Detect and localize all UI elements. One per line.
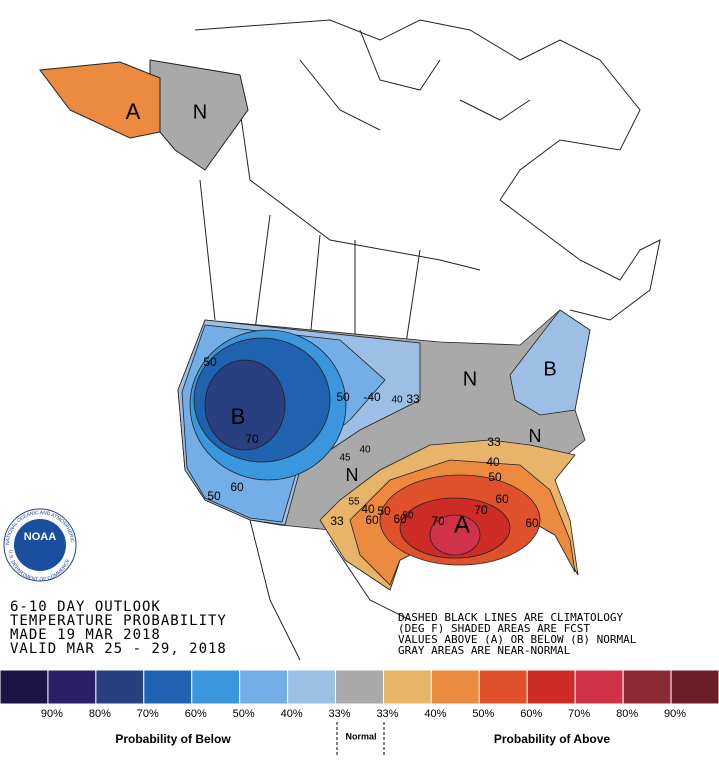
map-label: 60 — [365, 513, 379, 527]
legend-label: 50% — [233, 708, 255, 720]
outlook-line: MADE 19 MAR 2018 — [10, 627, 161, 643]
legend: 90% 80% 70% 60% 50% 40% 33% 33% 40% 50% 60% 70% 80% 9… — [0, 669, 719, 720]
legend-swatch — [239, 669, 289, 705]
coast — [199, 179, 216, 321]
map-label: 50 — [402, 511, 414, 522]
map-label: 55 — [348, 497, 360, 508]
border — [239, 109, 481, 271]
legend-swatch — [430, 669, 480, 705]
map-label: 33 — [406, 392, 420, 406]
legend-label: 70% — [568, 708, 590, 720]
note-line: VALUES ABOVE (A) OR BELOW (B) NORMAL — [398, 633, 637, 646]
legend-below-title: Probability of Below — [115, 732, 231, 746]
map-label: 70 — [431, 514, 445, 528]
map-label: 60 — [495, 492, 509, 506]
legend-swatch — [382, 669, 432, 705]
conus — [177, 309, 591, 591]
map-label: 70 — [474, 503, 488, 517]
map-label: 40 — [359, 445, 371, 456]
note-line: (DEG F) SHADED AREAS ARE FCST — [398, 622, 590, 635]
map-label: 50 — [488, 470, 502, 484]
legend-label: 33% — [376, 708, 398, 720]
map-label: N — [193, 101, 207, 123]
map-label: 60 — [230, 480, 244, 494]
map-label: 40 — [391, 395, 403, 406]
legend-label: 90% — [41, 708, 63, 720]
map-label: N — [529, 426, 542, 446]
mexico-outline — [249, 519, 411, 661]
above-70 — [429, 514, 481, 556]
map-label: 50 — [336, 390, 350, 404]
map-label: B — [231, 404, 246, 429]
alaska-above — [39, 61, 161, 139]
legend-swatch — [191, 669, 241, 705]
map-label: -40 — [363, 390, 381, 404]
islands — [299, 29, 531, 131]
map-label: 33 — [487, 435, 501, 449]
legend-swatch — [287, 669, 337, 705]
map-label: 40 — [486, 455, 500, 469]
legend-swatch — [478, 669, 528, 705]
map-label: 50 — [207, 489, 221, 503]
legend-swatch — [47, 669, 97, 705]
outlook-line: 6-10 DAY OUTLOOK — [10, 599, 161, 615]
map-label: 60 — [525, 516, 539, 530]
legend-label: 40% — [424, 708, 446, 720]
legend-swatch — [143, 669, 193, 705]
map-label: N — [346, 465, 359, 485]
map-label: B — [543, 358, 556, 380]
map-label: 50 — [377, 504, 391, 518]
map-label: 70 — [245, 432, 259, 446]
legend-swatch — [574, 669, 624, 705]
alaska — [39, 59, 249, 171]
legend-swatch — [622, 669, 672, 705]
map-label: 40 — [361, 502, 375, 516]
outlook-line: TEMPERATURE PROBABILITY — [10, 613, 227, 629]
legend-swatch — [95, 669, 145, 705]
legend-label: 60% — [185, 708, 207, 720]
legend-label: 33% — [329, 708, 351, 720]
legend-label: 40% — [281, 708, 303, 720]
map-label: 60 — [393, 512, 407, 526]
map-label: 33 — [330, 514, 344, 528]
map-label: A — [454, 511, 470, 538]
logo-name: NOAA — [24, 531, 56, 543]
legend-label: 50% — [472, 708, 494, 720]
logo-disc — [14, 519, 66, 571]
legend-label: 70% — [137, 708, 159, 720]
map-label: 45 — [339, 453, 351, 464]
legend-label: 90% — [664, 708, 686, 720]
legend-above-title: Probability of Above — [494, 732, 611, 746]
legend-swatch — [335, 669, 384, 705]
map-label: N — [463, 368, 477, 390]
legend-swatch — [0, 669, 49, 705]
northeast-below — [509, 309, 591, 416]
legend-label: 80% — [89, 708, 111, 720]
legend-swatch — [526, 669, 576, 705]
legend-label: 60% — [520, 708, 542, 720]
notes-text: DASHED BLACK LINES ARE CLIMATOLOGY(DEG F… — [398, 611, 637, 657]
legend-normal-title: Normal — [345, 731, 376, 741]
note-line: DASHED BLACK LINES ARE CLIMATOLOGY — [398, 611, 624, 624]
canada-outline — [194, 19, 661, 321]
below-70 — [204, 359, 286, 451]
legend-swatch — [670, 669, 719, 705]
map-label: A — [126, 99, 141, 124]
outlook-line: VALID MAR 25 - 29, 2018 — [10, 641, 227, 657]
note-line: GRAY AREAS ARE NEAR-NORMAL — [398, 644, 571, 657]
province-lines — [254, 214, 421, 351]
legend-label: 80% — [616, 708, 638, 720]
map-label: 50 — [203, 355, 217, 369]
land-outlines — [194, 19, 661, 661]
